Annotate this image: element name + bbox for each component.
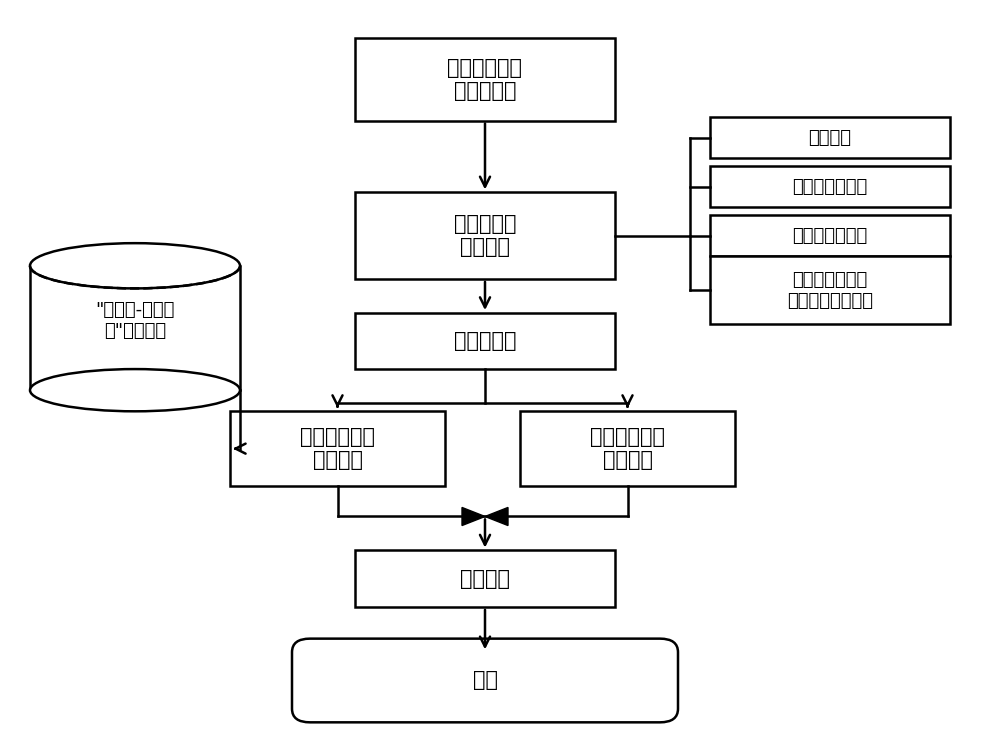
Bar (520, 411, 735, 486)
Ellipse shape (30, 243, 240, 289)
Text: "固有矩-工艺参
数"的数据库: "固有矩-工艺参 数"的数据库 (95, 301, 175, 340)
Bar (710, 166, 950, 207)
Text: 实验方案: 实验方案 (460, 569, 510, 589)
Bar (30, 266, 240, 391)
Text: 分布固有矩
优化模型: 分布固有矩 优化模型 (454, 214, 516, 257)
Text: 分布式设计变量: 分布式设计变量 (792, 178, 868, 195)
Text: 目标曲面方程
或曲面坐标: 目标曲面方程 或曲面坐标 (448, 57, 522, 101)
Text: 附件约束条件：
误差约束周长约束: 附件约束条件： 误差约束周长约束 (787, 271, 873, 310)
Bar (355, 192, 615, 279)
Bar (710, 256, 950, 324)
Bar (355, 38, 615, 121)
Text: 目标函数: 目标函数 (808, 129, 852, 146)
Bar (355, 313, 615, 369)
Text: 有限元约束条件: 有限元约束条件 (792, 227, 868, 244)
Text: 固有矩分布: 固有矩分布 (454, 331, 516, 351)
Text: 激光喷丸成形
轨迹规划: 激光喷丸成形 轨迹规划 (590, 427, 665, 470)
Bar (710, 215, 950, 256)
FancyBboxPatch shape (292, 639, 678, 722)
Polygon shape (485, 507, 508, 526)
Ellipse shape (30, 369, 240, 412)
Polygon shape (462, 507, 485, 526)
Bar (710, 117, 950, 158)
Text: 结束: 结束 (473, 670, 498, 691)
Bar (355, 550, 615, 607)
Text: 激光喷丸成形
激光参数: 激光喷丸成形 激光参数 (300, 427, 375, 470)
Bar (230, 411, 445, 486)
